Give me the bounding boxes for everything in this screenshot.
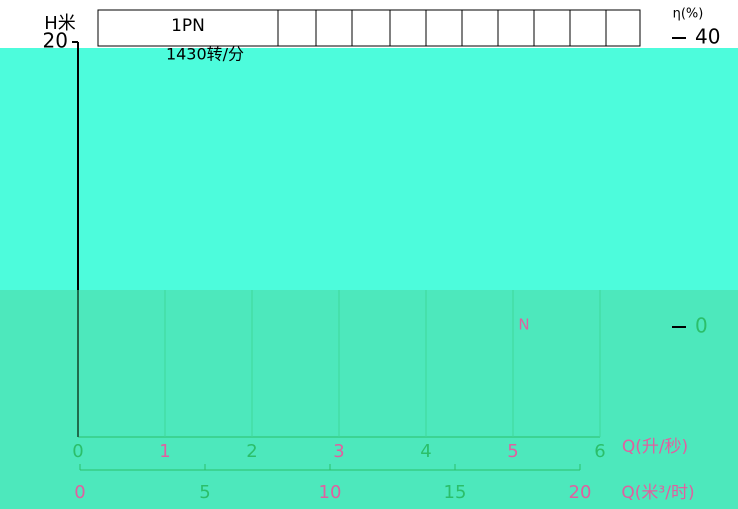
x-tick-label: 3	[333, 441, 344, 462]
background-top	[0, 0, 738, 290]
header-band	[0, 0, 738, 48]
x2-tick-label: 20	[569, 482, 592, 503]
y-tick-label: 20	[43, 29, 68, 53]
pump-model: 1PN	[171, 16, 205, 36]
y2-axis-label: η(%)	[673, 7, 704, 22]
x2-tick-label: 0	[74, 482, 85, 503]
y-axis-label: H米	[44, 13, 76, 34]
x2-tick-label: 15	[444, 482, 467, 503]
x-tick-label: 6	[594, 441, 605, 462]
y2-tick-label: 0	[695, 314, 708, 338]
x-axis-label: Q(升/秒)	[622, 437, 688, 457]
x2-axis-label: Q(米³/时)	[621, 483, 694, 503]
x2-tick-label: 10	[319, 482, 342, 503]
x-tick-label: 1	[159, 441, 170, 462]
spec-table	[97, 9, 641, 47]
x-tick-label: 5	[507, 441, 518, 462]
x-tick-label: 2	[246, 441, 257, 462]
x2-tick-label: 5	[199, 482, 210, 503]
pump-speed: 1430转/分	[166, 45, 244, 64]
x-tick-label: 4	[420, 441, 431, 462]
x-tick-label: 0	[72, 441, 83, 462]
y2-tick-label: 40	[695, 25, 720, 49]
curve-annotation: N	[518, 316, 529, 334]
background-bottom	[0, 290, 738, 509]
